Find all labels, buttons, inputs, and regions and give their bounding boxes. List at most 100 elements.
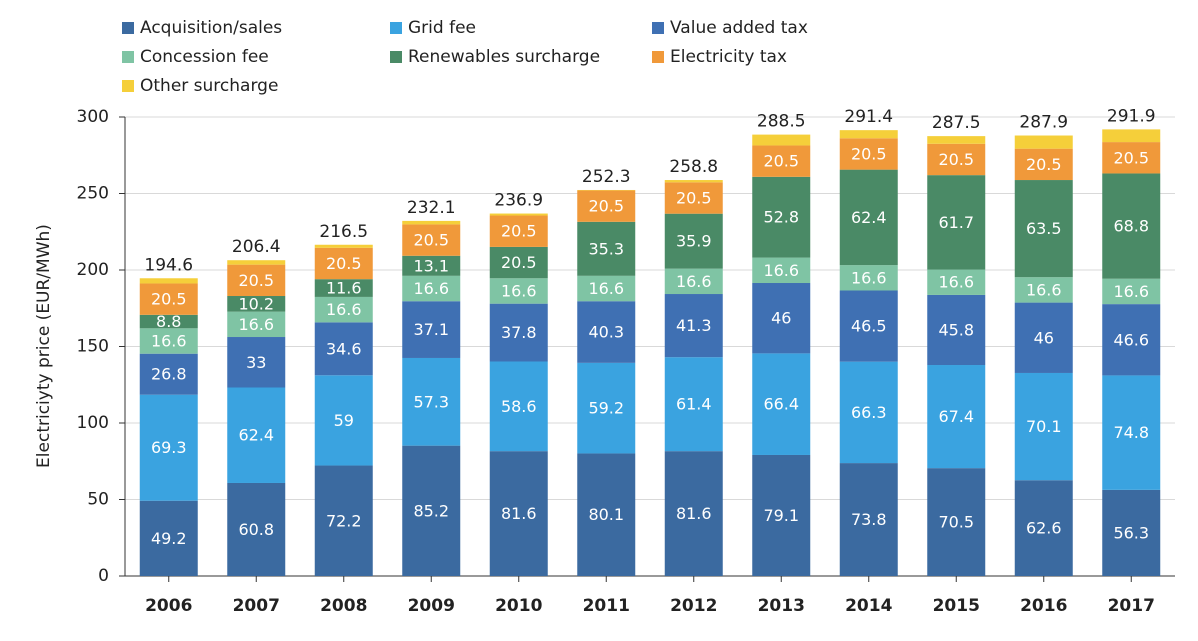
bar-segment xyxy=(227,337,286,388)
bar-segment xyxy=(1014,302,1073,373)
x-tick-label: 2008 xyxy=(320,596,367,616)
legend-label: Renewables surcharge xyxy=(408,47,600,67)
total-label: 194.6 xyxy=(144,255,193,275)
segment-label: 81.6 xyxy=(676,504,712,523)
segment-label: 20.5 xyxy=(588,197,624,216)
x-tick-label: 2012 xyxy=(670,596,717,616)
legend-swatch xyxy=(390,22,402,34)
segment-label: 16.6 xyxy=(851,268,887,287)
bar-segment xyxy=(664,180,723,183)
bar-segment xyxy=(227,387,286,483)
segment-label: 74.8 xyxy=(1113,423,1149,442)
bar-segment xyxy=(1014,135,1073,149)
x-tick-label: 2015 xyxy=(933,596,980,616)
x-tick-label: 2007 xyxy=(233,596,280,616)
segment-label: 81.6 xyxy=(501,504,537,523)
legend-swatch xyxy=(652,51,664,63)
segment-label: 40.3 xyxy=(588,323,624,342)
bar-segment xyxy=(1014,372,1073,481)
bar-segment xyxy=(664,357,723,452)
segment-label: 16.6 xyxy=(763,261,799,280)
bar-segment xyxy=(1014,480,1073,576)
x-tick-label: 2009 xyxy=(408,596,455,616)
segment-label: 13.1 xyxy=(413,256,449,275)
bar-segment xyxy=(1102,375,1161,490)
legend-swatch xyxy=(652,22,664,34)
segment-label: 61.7 xyxy=(938,213,974,232)
bar-segment xyxy=(927,143,986,176)
y-axis-label: Electriciyty price (EUR/MWh) xyxy=(34,224,54,468)
bar-segment xyxy=(314,244,373,248)
bar-segment xyxy=(489,213,548,216)
segment-label: 20.5 xyxy=(413,231,449,250)
bar-segment xyxy=(839,169,898,266)
segment-label: 72.2 xyxy=(326,511,362,530)
bar-segment xyxy=(139,328,198,354)
bar-segment xyxy=(839,265,898,291)
legend-label: Concession fee xyxy=(140,47,269,67)
segment-label: 61.4 xyxy=(676,395,712,414)
x-tick-label: 2011 xyxy=(583,596,630,616)
segment-label: 16.6 xyxy=(238,315,274,334)
segment-label: 59.2 xyxy=(588,399,624,418)
segment-label: 20.5 xyxy=(326,254,362,273)
bar-segment xyxy=(402,224,461,256)
segment-label: 73.8 xyxy=(851,510,887,529)
segment-label: 16.6 xyxy=(938,273,974,292)
bar-segment xyxy=(1014,148,1073,181)
bar-segment xyxy=(577,275,636,302)
bar-segment xyxy=(927,136,986,144)
bar-segment xyxy=(927,365,986,469)
bar-segment xyxy=(1102,304,1161,376)
bar-segment xyxy=(752,454,811,576)
bar-segment xyxy=(752,145,811,177)
bar-segment xyxy=(839,361,898,464)
bar-segment xyxy=(314,279,373,297)
x-tick-label: 2006 xyxy=(145,596,192,616)
segment-label: 56.3 xyxy=(1113,523,1149,542)
legend-label: Acquisition/sales xyxy=(140,18,282,38)
bar-segment xyxy=(752,134,811,146)
legend-label: Electricity tax xyxy=(670,47,787,67)
bar-segment xyxy=(314,296,373,323)
bar-segment xyxy=(489,361,548,452)
legend-label: Value added tax xyxy=(670,18,808,38)
bar-segment xyxy=(664,213,723,269)
bar-segment xyxy=(227,264,286,297)
segment-label: 85.2 xyxy=(413,501,449,520)
legend-swatch xyxy=(122,51,134,63)
segment-label: 58.6 xyxy=(501,397,537,416)
bar-segment xyxy=(577,301,636,363)
segment-label: 62.4 xyxy=(851,208,887,227)
segment-label: 20.5 xyxy=(238,271,274,290)
segment-label: 79.1 xyxy=(763,506,799,525)
bar-segment xyxy=(227,296,286,312)
bar-segment xyxy=(839,138,898,170)
total-label: 258.8 xyxy=(669,157,718,177)
total-label: 216.5 xyxy=(319,222,368,242)
bar-segment xyxy=(402,275,461,302)
segment-label: 20.5 xyxy=(763,152,799,171)
bar-segment xyxy=(927,175,986,270)
segment-label: 20.5 xyxy=(851,144,887,163)
bar-segment xyxy=(927,468,986,576)
segment-label: 16.6 xyxy=(413,279,449,298)
bar-segment xyxy=(577,221,636,276)
bar-segment xyxy=(577,190,636,222)
bar-segment xyxy=(139,394,198,501)
segment-label: 16.6 xyxy=(1113,282,1149,301)
segment-label: 20.5 xyxy=(676,189,712,208)
segment-label: 67.4 xyxy=(938,407,974,426)
y-tick-label: 50 xyxy=(87,490,109,510)
segment-label: 16.6 xyxy=(151,331,187,350)
bar-segment xyxy=(402,357,461,446)
segment-label: 26.8 xyxy=(151,365,187,384)
segment-label: 16.6 xyxy=(676,272,712,291)
bar-segment xyxy=(664,294,723,358)
segment-label: 33 xyxy=(246,353,266,372)
bar-segment xyxy=(839,463,898,576)
x-tick-label: 2014 xyxy=(845,596,892,616)
bar-segment xyxy=(489,246,548,279)
total-label: 206.4 xyxy=(232,237,281,257)
bar-segment xyxy=(1102,489,1161,576)
